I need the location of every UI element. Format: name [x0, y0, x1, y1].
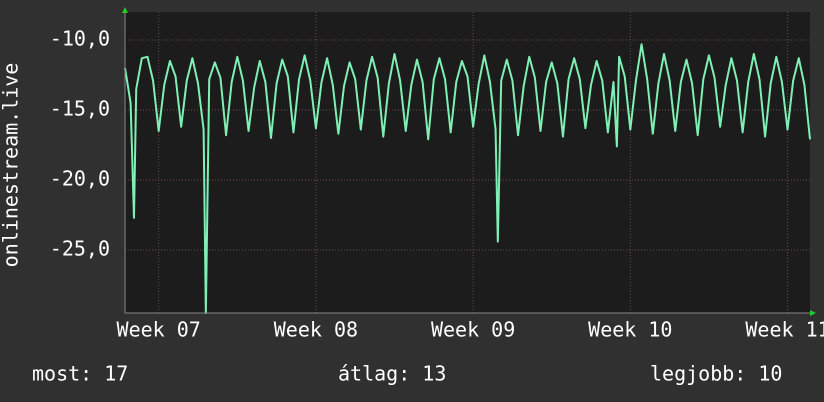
x-tick-label: Week 07 — [117, 318, 201, 342]
grid — [125, 12, 810, 313]
y-tick-label: -25,0 — [50, 237, 110, 261]
plot-area — [125, 12, 810, 313]
y-arrow — [122, 7, 128, 13]
stat-text: legjobb: 10 — [650, 362, 782, 386]
x-tick-label: Week 08 — [274, 318, 358, 342]
x-tick-label: Week 11 — [745, 318, 824, 342]
y-tick-label: -15,0 — [50, 97, 110, 121]
marks — [124, 43, 811, 314]
y-axis-label: onlinestream.live — [0, 63, 23, 268]
x-tick-label: Week 09 — [431, 318, 515, 342]
x-arrow — [810, 310, 816, 316]
data-line — [124, 43, 811, 314]
x-tick-label: Week 10 — [588, 318, 672, 342]
y-tick-label: -20,0 — [50, 167, 110, 191]
stat-text: átlag: 13 — [338, 362, 446, 386]
y-tick-label: -10,0 — [50, 27, 110, 51]
stat-text: most: 17 — [32, 362, 128, 386]
